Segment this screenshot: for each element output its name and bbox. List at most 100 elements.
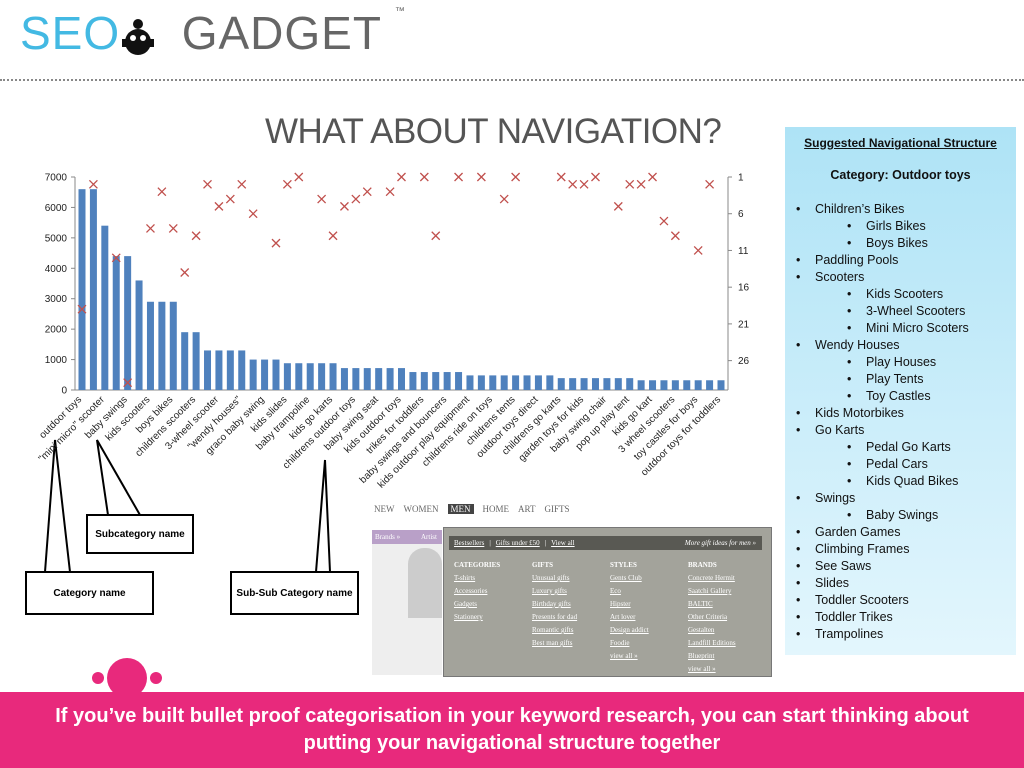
marker: [636, 179, 646, 189]
y-tick-label: 3000: [45, 294, 68, 305]
bar: [603, 378, 611, 390]
y-tick-label: 0: [61, 386, 67, 397]
menu-link: Gents Club: [610, 574, 642, 582]
list-item: Children’s Bikes: [785, 201, 1016, 218]
bar: [78, 189, 86, 390]
marker: [351, 194, 361, 204]
nav-item: GIFTS: [544, 504, 570, 514]
list-item: Scooters: [785, 269, 1016, 286]
bar: [204, 350, 212, 390]
menu-link: Eco: [610, 587, 621, 595]
separator: |: [489, 539, 491, 547]
list-item: Paddling Pools: [785, 252, 1016, 269]
sub-item: Play Tents: [785, 371, 1016, 388]
sub-item: Baby Swings: [785, 507, 1016, 524]
bar: [706, 380, 714, 390]
menu-link: Romantic gifts: [532, 626, 574, 634]
list-item: Go Karts: [785, 422, 1016, 439]
column-heading: CATEGORIES: [454, 561, 501, 569]
marker: [591, 172, 600, 182]
marker: [419, 172, 429, 182]
marker: [568, 179, 578, 189]
menu-link: Accessories: [454, 587, 488, 595]
bar: [466, 375, 474, 390]
bar: [500, 375, 508, 390]
bar: [557, 378, 565, 390]
menu-link: Landfill Editions: [688, 639, 736, 647]
marker: [454, 172, 464, 182]
bar: [272, 359, 280, 390]
y-tick-label: 7000: [45, 173, 68, 184]
y-tick-label: 1000: [45, 355, 68, 366]
menu-column: STYLES Gents Club Eco Hipster Art lover Desig…: [610, 559, 688, 663]
logo-seo: SEO: [20, 7, 121, 59]
menu-link: Birthday gifts: [532, 600, 571, 608]
menu-link: Other Criteria: [688, 613, 728, 621]
bar: [318, 363, 326, 390]
column-heading: STYLES: [610, 561, 637, 569]
bar: [238, 350, 246, 390]
y-tick-label: 2000: [45, 325, 68, 336]
bar: [340, 368, 348, 390]
menu-link: Foodie: [610, 639, 630, 647]
menu-column: BRANDS Concrete Hermit Saatchi Gallery BALT…: [688, 559, 766, 676]
menu-link: Best man gifts: [532, 639, 573, 647]
topbar-link: Gifts under £50: [495, 539, 540, 547]
sidebar-category: Category: Outdoor toys: [830, 168, 971, 182]
menu-link: Saatchi Gallery: [688, 587, 732, 595]
logo: SEO GADGET ™: [20, 6, 406, 60]
sidebar-title: Suggested Navigational Structure: [804, 136, 997, 150]
logo-gadget: GADGET: [181, 7, 382, 59]
dropdown: Bestsellers | Gifts under £50 | View all More…: [443, 527, 772, 677]
bar: [192, 332, 200, 390]
menu-column: GIFTS Unusual gifts Luxury gifts Birthday g…: [532, 559, 610, 650]
bar: [626, 378, 634, 390]
marker: [123, 378, 133, 388]
footer-robot: [92, 658, 162, 696]
bar: [375, 368, 383, 390]
marker: [180, 268, 190, 277]
menu-link: BALTIC: [688, 600, 713, 608]
bar: [112, 256, 120, 390]
bar: [352, 368, 360, 390]
sub-item: Pedal Cars: [785, 456, 1016, 473]
list-item: Climbing Frames: [785, 541, 1016, 558]
menu-link: Blueprint: [688, 652, 715, 660]
website-screenshot: NEW WOMEN MEN HOME ART GIFTS Brands » Artist …: [372, 500, 775, 677]
list-item: Toddler Scooters: [785, 592, 1016, 609]
marker: [77, 304, 87, 314]
bar: [215, 350, 223, 390]
marker: [214, 201, 224, 211]
side-tab: Artist: [418, 530, 440, 544]
dropdown-topbar: Bestsellers | Gifts under £50 | View all More…: [449, 536, 762, 550]
y2-tick-label: 26: [738, 356, 750, 367]
bar: [443, 372, 451, 390]
y-tick-label: 4000: [45, 264, 68, 275]
bar: [295, 363, 303, 390]
menu-link: Presents for dad: [532, 613, 578, 621]
sub-item: Pedal Go Karts: [785, 439, 1016, 456]
marker: [613, 201, 623, 211]
site-nav: NEW WOMEN MEN HOME ART GIFTS: [374, 504, 569, 514]
sub-item: Boys Bikes: [785, 235, 1016, 252]
marker: [659, 216, 669, 226]
marker: [191, 231, 201, 241]
marker: [670, 231, 680, 241]
nav-item: WOMEN: [403, 504, 439, 514]
menu-link: Gestalten: [688, 626, 715, 634]
list-item: See Saws: [785, 558, 1016, 575]
topbar-more: More gift ideas for men »: [684, 539, 756, 547]
marker: [248, 209, 258, 219]
sub-item: 3-Wheel Scooters: [785, 303, 1016, 320]
nav-item: NEW: [374, 504, 395, 514]
marker: [317, 194, 327, 204]
bar: [534, 375, 542, 390]
list-item: Slides: [785, 575, 1016, 592]
callout: Subcategory name: [86, 514, 194, 554]
marker: [625, 179, 635, 189]
marker: [146, 223, 155, 233]
marker: [157, 187, 167, 197]
marker: [328, 231, 338, 241]
